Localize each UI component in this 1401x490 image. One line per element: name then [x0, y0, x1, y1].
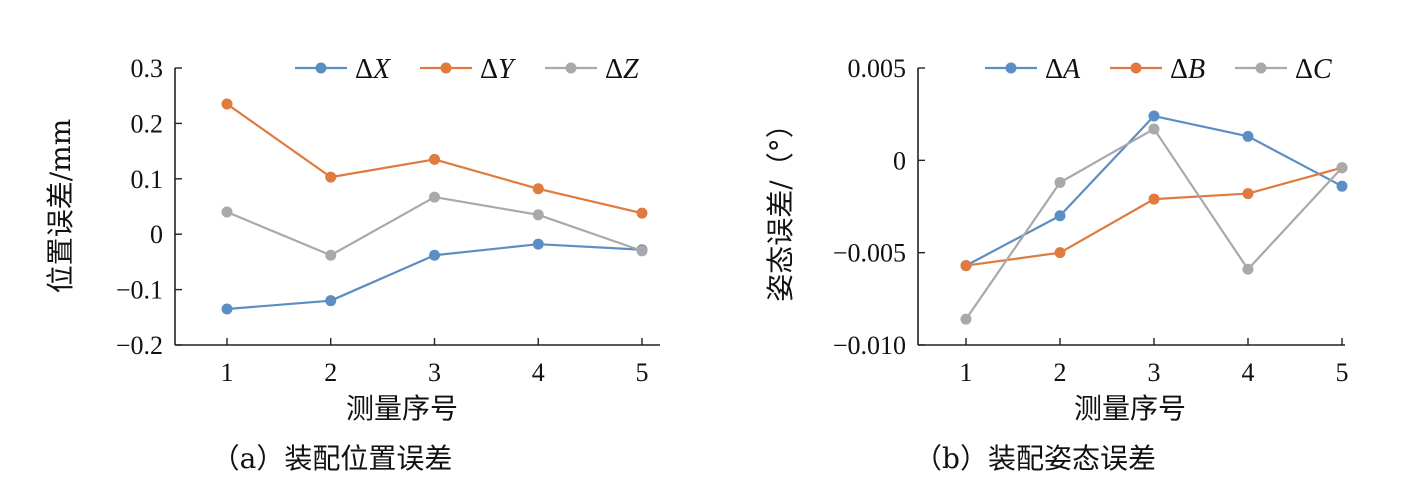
data-point [1148, 110, 1160, 122]
legend-swatch-marker [1130, 62, 1142, 74]
data-point [325, 295, 337, 307]
data-point [1242, 188, 1254, 200]
data-point [532, 209, 544, 221]
legend-swatch-marker [1255, 62, 1267, 74]
chart-caption: （b）装配姿态误差 [914, 442, 1156, 475]
data-point [429, 191, 440, 203]
chart-position-error: 0.3 0.2 0.1 0 −0.1 −0.2 1 2 3 4 5 位置误差/mm 测量序号 （a）装配位… [44, 54, 660, 475]
legend-label: ΔA [1045, 54, 1081, 85]
legend-label: ΔX [355, 54, 391, 85]
series-line [965, 114, 1343, 267]
y-tick-label: −0.005 [833, 239, 906, 268]
x-tick-label: 1 [221, 358, 234, 387]
legend-label: ΔZ [605, 54, 639, 85]
y-tick-label: 0.005 [848, 54, 907, 83]
legend: ΔA ΔB ΔC [985, 54, 1332, 85]
y-tick-label: −0.2 [116, 331, 163, 360]
data-point [221, 98, 233, 110]
series-1 [960, 110, 1348, 272]
y-tick-label: 0 [150, 220, 163, 249]
series-2 [221, 98, 648, 219]
data-point [221, 303, 233, 315]
y-tick-label: 0.2 [131, 109, 164, 138]
data-point [636, 207, 648, 219]
y-tick-label: 0.1 [131, 165, 164, 194]
data-point [221, 206, 233, 218]
data-point [1148, 123, 1160, 135]
x-tick-label: 2 [1054, 358, 1067, 387]
data-point [429, 249, 440, 261]
legend-swatch-marker [440, 62, 452, 74]
chart-caption: （a）装配位置误差 [212, 442, 453, 475]
legend-swatch-marker [315, 62, 327, 74]
series-3 [221, 191, 648, 261]
data-point [1336, 162, 1348, 174]
data-point [429, 153, 440, 165]
chart-attitude-error: 0.005 0 −0.005 −0.010 1 2 3 4 5 姿态误差/（°） 测量序号 （b）装配… [764, 54, 1349, 475]
x-tick-label: 4 [1242, 358, 1255, 387]
data-point [532, 238, 544, 250]
y-axis-title: 姿态误差/（°） [764, 110, 797, 301]
data-point [325, 249, 337, 261]
x-axis-title: 测量序号 [346, 392, 458, 425]
x-tick-label: 3 [1148, 358, 1161, 387]
series-2 [960, 162, 1348, 272]
data-point [1148, 193, 1160, 205]
y-tick-label: −0.1 [116, 276, 163, 305]
y-axis-title: 位置误差/mm [44, 119, 77, 294]
data-point [532, 183, 544, 195]
data-point [1242, 130, 1254, 142]
x-tick-label: 5 [1336, 358, 1349, 387]
data-point [1054, 210, 1066, 222]
data-point [636, 245, 648, 257]
data-point [1054, 247, 1066, 259]
x-tick-label: 4 [532, 358, 545, 387]
x-tick-label: 2 [324, 358, 337, 387]
series-3 [960, 123, 1348, 325]
series-line [965, 166, 1343, 267]
data-point [960, 313, 972, 325]
x-tick-label: 3 [428, 358, 441, 387]
legend-label: ΔY [480, 54, 517, 85]
legend-swatch-marker [1005, 62, 1017, 74]
data-point [1336, 180, 1348, 192]
y-tick-label: 0.3 [131, 54, 164, 83]
x-tick-label: 1 [960, 358, 973, 387]
series-1 [221, 238, 648, 315]
legend-swatch-marker [565, 62, 577, 74]
x-axis-title: 测量序号 [1074, 392, 1186, 425]
data-point [325, 171, 337, 183]
y-tick-label: 0 [893, 146, 906, 175]
legend: ΔX ΔY ΔZ [295, 54, 639, 85]
legend-label: ΔB [1170, 54, 1205, 85]
data-point [1242, 263, 1254, 275]
data-point [1054, 176, 1066, 188]
x-tick-label: 5 [636, 358, 649, 387]
legend-label: ΔC [1295, 54, 1332, 85]
data-point [960, 260, 972, 272]
y-tick-label: −0.010 [833, 331, 906, 360]
